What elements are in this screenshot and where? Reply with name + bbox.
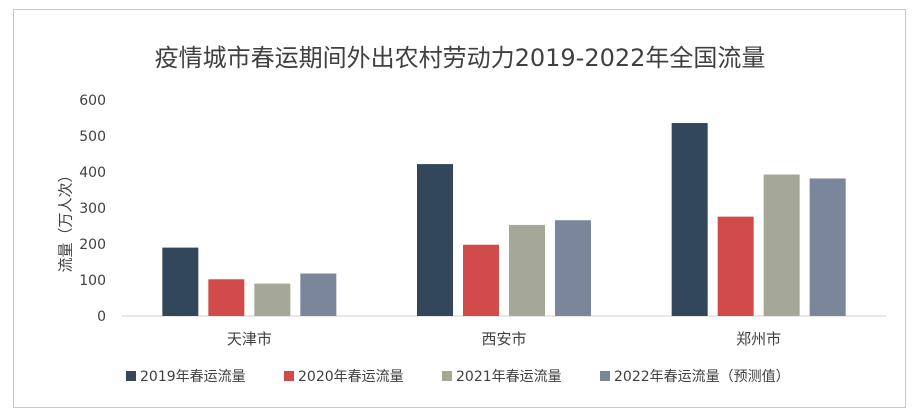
bar [208,279,245,316]
chart-title: 疫情城市春运期间外出农村劳动力2019-2022年全国流量 [155,44,766,72]
legend-label: 2022年春运流量（预测值） [614,369,790,385]
legend: 2019年春运流量 2020年春运流量 2021年春运流量 2022年春运流量（预测值… [126,369,790,385]
legend-swatch [600,371,610,381]
bar [254,283,291,316]
bar [162,247,199,316]
x-category-label: 郑州市 [736,330,781,348]
legend-swatch [284,371,294,381]
bar-chart: 疫情城市春运期间外出农村劳动力2019-2022年全国流量 流量（万人次） 0 1… [57,44,886,385]
y-axis-ticks: 0 100 200 300 400 500 600 [79,93,106,325]
bar [671,123,708,316]
bar [763,174,800,316]
legend-swatch [442,371,452,381]
bar [555,220,591,316]
y-tick-label: 400 [79,165,106,181]
y-tick-label: 200 [79,237,106,253]
bar [509,224,545,316]
x-axis-labels: 天津市 西安市 郑州市 [227,330,781,348]
y-axis-label: 流量（万人次） [57,167,75,272]
y-tick-label: 0 [97,309,106,325]
chart-frame: 疫情城市春运期间外出农村劳动力2019-2022年全国流量 流量（万人次） 0 1… [13,9,906,408]
legend-label: 2020年春运流量 [298,369,404,385]
y-tick-label: 100 [79,273,106,289]
bar [417,164,453,316]
legend-label: 2021年春运流量 [456,369,562,385]
bar [463,244,499,316]
y-tick-label: 300 [79,201,106,217]
bar [809,178,846,316]
y-tick-label: 500 [79,129,106,145]
x-category-label: 西安市 [481,330,526,348]
bar [300,273,337,316]
bars [162,123,846,316]
legend-label: 2019年春运流量 [140,369,246,385]
bar [717,216,754,316]
x-category-label: 天津市 [227,330,272,348]
legend-swatch [126,371,136,381]
y-tick-label: 600 [79,93,106,109]
